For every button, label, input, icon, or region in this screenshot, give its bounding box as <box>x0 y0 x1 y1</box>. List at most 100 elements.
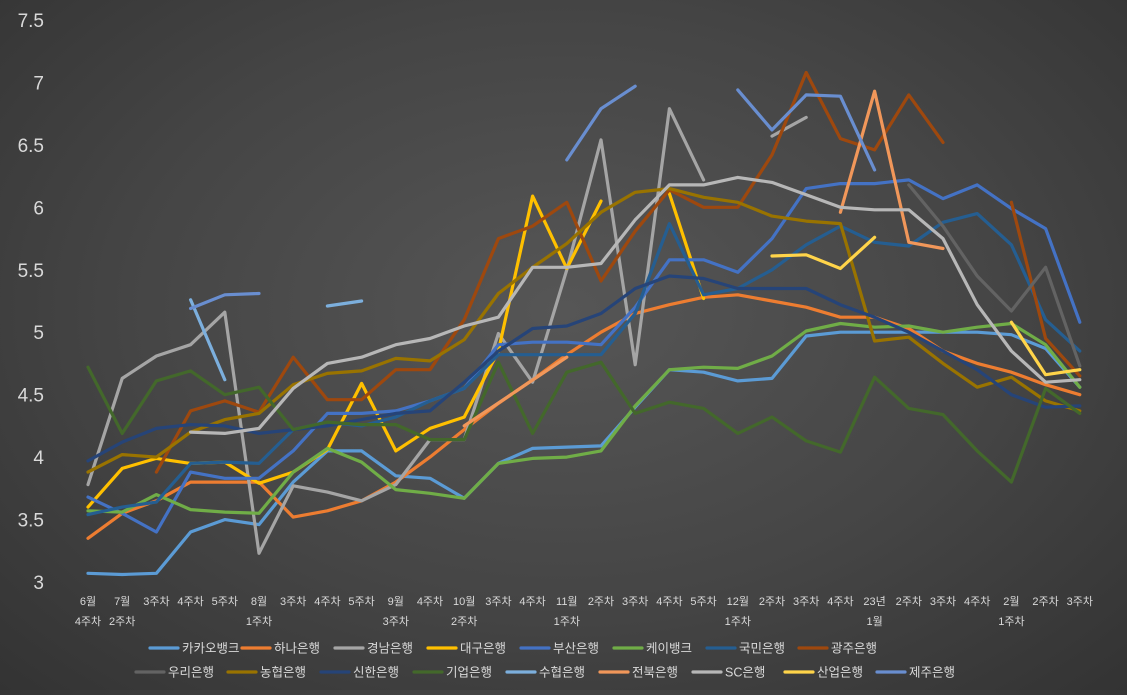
x-tick-label: 3주차 <box>280 595 306 608</box>
series-line-13 <box>838 89 945 251</box>
y-tick-label: 6.5 <box>18 136 44 157</box>
legend-item[interactable]: 광주은행 <box>797 641 877 656</box>
x-tick-label: 1주차 <box>725 615 751 628</box>
x-tick-label: 4주차 <box>827 595 853 608</box>
x-tick-label: 6월 <box>80 595 96 608</box>
legend-item[interactable]: 제주은행 <box>875 665 955 680</box>
series-line-10 <box>86 274 1082 463</box>
x-tick-label: 2주차 <box>896 595 922 608</box>
plot-area <box>86 70 1082 577</box>
x-tick-label: 3주차 <box>793 595 819 608</box>
legend-label: 국민은행 <box>739 641 785 656</box>
legend-item[interactable]: 산업은행 <box>783 665 863 680</box>
x-tick-label: 3주차 <box>1067 595 1093 608</box>
x-tick-label: 2주차 <box>759 595 785 608</box>
x-tick-label: 3주차 <box>383 615 409 628</box>
legend-item[interactable]: SC은행 <box>691 665 765 680</box>
x-tick-label: 5주차 <box>348 595 374 608</box>
y-axis: 3 3.5 4 4.5 5 5.5 6 6.5 7 7.5 <box>18 11 45 594</box>
x-tick-label: 2주차 <box>451 615 477 628</box>
series-line-15 <box>770 235 1082 377</box>
legend-item[interactable]: 케이뱅크 <box>612 642 692 656</box>
series-segment-1 <box>462 355 569 428</box>
x-tick-label: 10월 <box>453 595 475 608</box>
x-tick-label: 5주차 <box>212 595 238 608</box>
x-tick-label: 3주차 <box>143 595 169 608</box>
legend-label: SC은행 <box>725 665 765 680</box>
legend-label: 기업은행 <box>446 665 492 680</box>
x-tick-label: 12월 <box>727 595 749 608</box>
legend-label: 수협은행 <box>539 665 585 680</box>
x-tick-label: 1주차 <box>246 615 272 628</box>
x-axis: 6월 4주차 7월 2주차 3주차 4주차 5주차 8월 1주차 3주차 4주차 5주차 9월 3주차 4주… <box>75 595 1093 628</box>
series-line-11 <box>86 360 1082 484</box>
x-tick-label: 1주차 <box>998 615 1024 628</box>
series-line-4 <box>86 178 1082 534</box>
legend-item[interactable]: 국민은행 <box>705 641 785 656</box>
x-tick-label: 9월 <box>388 595 404 608</box>
series-line-9 <box>86 187 1082 474</box>
legend-item[interactable]: 신한은행 <box>319 665 399 680</box>
x-tick-label: 2월 <box>1003 595 1019 608</box>
legend-item[interactable]: 전북은행 <box>598 665 678 680</box>
legend-label: 신한은행 <box>353 665 399 680</box>
x-tick-label: 3주차 <box>622 595 648 608</box>
legend-item[interactable]: 농협은행 <box>226 665 306 680</box>
x-tick-label: 3주차 <box>930 595 956 608</box>
legend-label: 제주은행 <box>909 665 955 680</box>
y-tick-label: 7 <box>33 73 44 94</box>
x-tick-label: 1주차 <box>554 615 580 628</box>
legend-item[interactable]: 우리은행 <box>134 665 214 680</box>
series-line-14 <box>189 175 1082 435</box>
y-tick-label: 6 <box>33 198 44 219</box>
legend-label: 우리은행 <box>168 665 214 680</box>
series-line-2 <box>88 109 909 554</box>
legend-item[interactable]: 카카오뱅크 <box>148 642 240 656</box>
legend-label: 대구은행 <box>460 641 506 656</box>
x-tick-label: 2주차 <box>109 615 135 628</box>
legend-label: 카카오뱅크 <box>182 642 240 656</box>
series-line-12 <box>189 298 227 382</box>
x-tick-label: 4주차 <box>417 595 443 608</box>
series-segment-0 <box>325 299 364 308</box>
legend-label: 케이뱅크 <box>646 642 692 656</box>
series-line-7 <box>154 70 1082 474</box>
x-tick-label: 4주차 <box>656 595 682 608</box>
x-tick-label: 5주차 <box>690 595 716 608</box>
x-tick-label: 3주차 <box>485 595 511 608</box>
legend-label: 전북은행 <box>632 665 678 680</box>
legend-item[interactable]: 경남은행 <box>333 641 413 656</box>
x-tick-label: 4주차 <box>75 615 101 628</box>
legend-label: 하나은행 <box>274 641 320 656</box>
y-tick-label: 3 <box>33 573 44 594</box>
legend-item[interactable]: 수협은행 <box>505 665 585 680</box>
legend-label: 광주은행 <box>831 641 877 656</box>
x-tick-label: 1월 <box>866 615 882 628</box>
legend-label: 농협은행 <box>260 665 306 680</box>
y-tick-label: 3.5 <box>18 511 44 532</box>
series-line-3 <box>86 192 706 509</box>
x-tick-label: 4주차 <box>177 595 203 608</box>
x-tick-label: 4주차 <box>964 595 990 608</box>
y-tick-label: 4.5 <box>18 386 44 407</box>
series-line-5 <box>86 321 1082 515</box>
legend-item[interactable]: 기업은행 <box>412 665 492 680</box>
series-line-16 <box>189 84 877 311</box>
x-tick-label: 2주차 <box>588 595 614 608</box>
x-tick-label: 11월 <box>556 595 578 608</box>
legend-item[interactable]: 하나은행 <box>240 641 320 656</box>
legend-label: 경남은행 <box>367 641 413 656</box>
legend-label: 산업은행 <box>817 665 863 680</box>
x-tick-label: 4주차 <box>519 595 545 608</box>
x-tick-label: 4주차 <box>314 595 340 608</box>
legend-item[interactable]: 부산은행 <box>519 641 599 656</box>
legend-item[interactable]: 대구은행 <box>426 641 506 656</box>
y-tick-label: 7.5 <box>18 11 44 32</box>
y-tick-label: 4 <box>33 448 44 469</box>
legend-label: 부산은행 <box>553 641 599 656</box>
y-tick-label: 5 <box>33 323 44 344</box>
series-line-8 <box>907 183 1082 368</box>
